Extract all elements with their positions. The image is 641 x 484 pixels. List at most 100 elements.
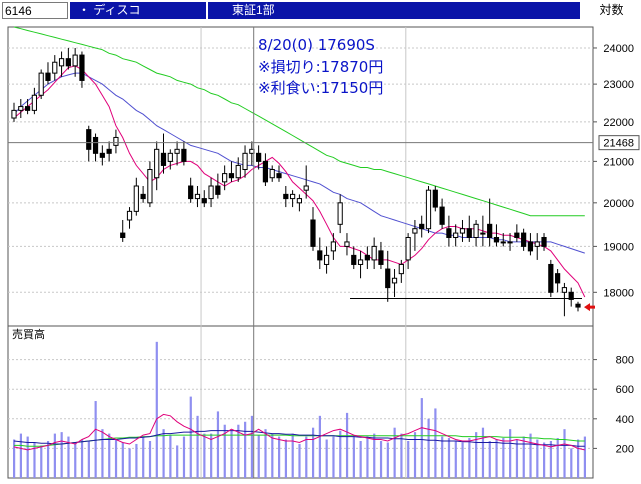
volume-bar [244,421,247,478]
candle [310,207,316,251]
candle [208,177,214,208]
candle [487,198,493,247]
candle-body [38,72,44,96]
stock-name[interactable]: ・ ディスコ [70,2,206,19]
volume-bar [182,436,186,478]
current-price-label: 21468 [603,138,634,150]
candle-body [310,219,316,247]
price-tick-label: 20000 [603,198,634,210]
volume-bar [509,429,512,478]
volume-bar [216,411,220,478]
price-tick-label: 24000 [603,43,634,55]
candle-body [432,189,438,208]
volume-bar [332,436,335,478]
candle [262,153,269,187]
candle [140,186,146,203]
candle-body [72,54,78,67]
volume-tick-label: 800 [616,355,634,367]
candle [276,165,282,182]
candle-body [412,228,418,234]
candle-body [133,185,139,212]
candle-body [317,250,323,261]
candle-body [65,58,71,67]
volume-bar [475,432,478,478]
candle-body [344,241,350,247]
candle-body [575,303,581,308]
candle [160,133,167,174]
volume-bar [121,442,124,478]
chart-markers: 21468 [8,27,640,478]
volume-bar [420,398,423,478]
volume-bar [502,438,505,478]
candle [147,161,153,208]
volume-bar [543,442,546,478]
candle [256,145,262,170]
candle [289,190,296,208]
volume-bar [325,439,328,478]
candle-body [385,268,391,289]
current-price-marker [598,135,640,151]
volume-bar [549,441,553,478]
volume-bar [46,441,50,478]
candle [52,55,58,81]
candle-body [11,109,17,119]
candle [439,198,445,229]
volume-bar [345,412,349,478]
candle [337,194,343,234]
candle [541,233,547,251]
candle-body [541,236,547,247]
volume-bar [87,441,90,478]
volume-bar [379,441,383,478]
candle-body [126,210,133,221]
volume-bar [176,445,179,478]
candle-body [31,94,37,111]
volume-bar [80,439,84,478]
candle [412,219,418,251]
candle-body [188,185,194,200]
candle-body [181,148,187,162]
candle-body [371,245,377,261]
candle-body [527,241,534,252]
volume-bar [570,448,573,478]
candle [378,241,384,270]
candle [201,190,207,208]
candle [235,157,241,182]
scale-mode-toggle[interactable]: 対数 [599,3,624,17]
volume-bar [237,424,240,478]
volume-bar [515,439,519,478]
volume-bar [33,442,36,478]
candle-body [140,193,146,200]
volume-bars [13,341,586,478]
candle-body [364,254,370,261]
candle [473,219,479,247]
volume-bar [210,433,213,478]
candle [323,246,330,274]
volume-bar [461,442,464,478]
candle-body [99,152,105,158]
candle-body [453,232,459,238]
volume-bar [393,427,396,478]
candle-body [439,206,445,225]
candle [86,125,92,162]
candle-body [419,223,425,230]
candle-body [256,152,262,162]
chart-header: 6146 ・ ディスコ 東証1部 対数 [0,0,641,22]
candle [425,186,432,234]
volume-bar [196,415,199,478]
stock-code[interactable]: 6146 [2,2,68,19]
candle-body [113,136,119,146]
volume-bar [298,443,301,478]
candle [453,224,459,247]
volume-bar [556,438,559,478]
candle [534,233,540,260]
candle-body [480,232,486,235]
candle-body [405,236,411,261]
volume-bar [278,436,281,478]
candle [296,194,303,212]
volume-bar [101,429,104,478]
volume-bar [583,436,586,478]
candle [344,233,350,256]
candle [317,237,323,270]
stock-chart: 18000 19000 20000 21000 22000 23000 24000 200 40… [7,26,640,479]
candle-body [242,152,248,171]
